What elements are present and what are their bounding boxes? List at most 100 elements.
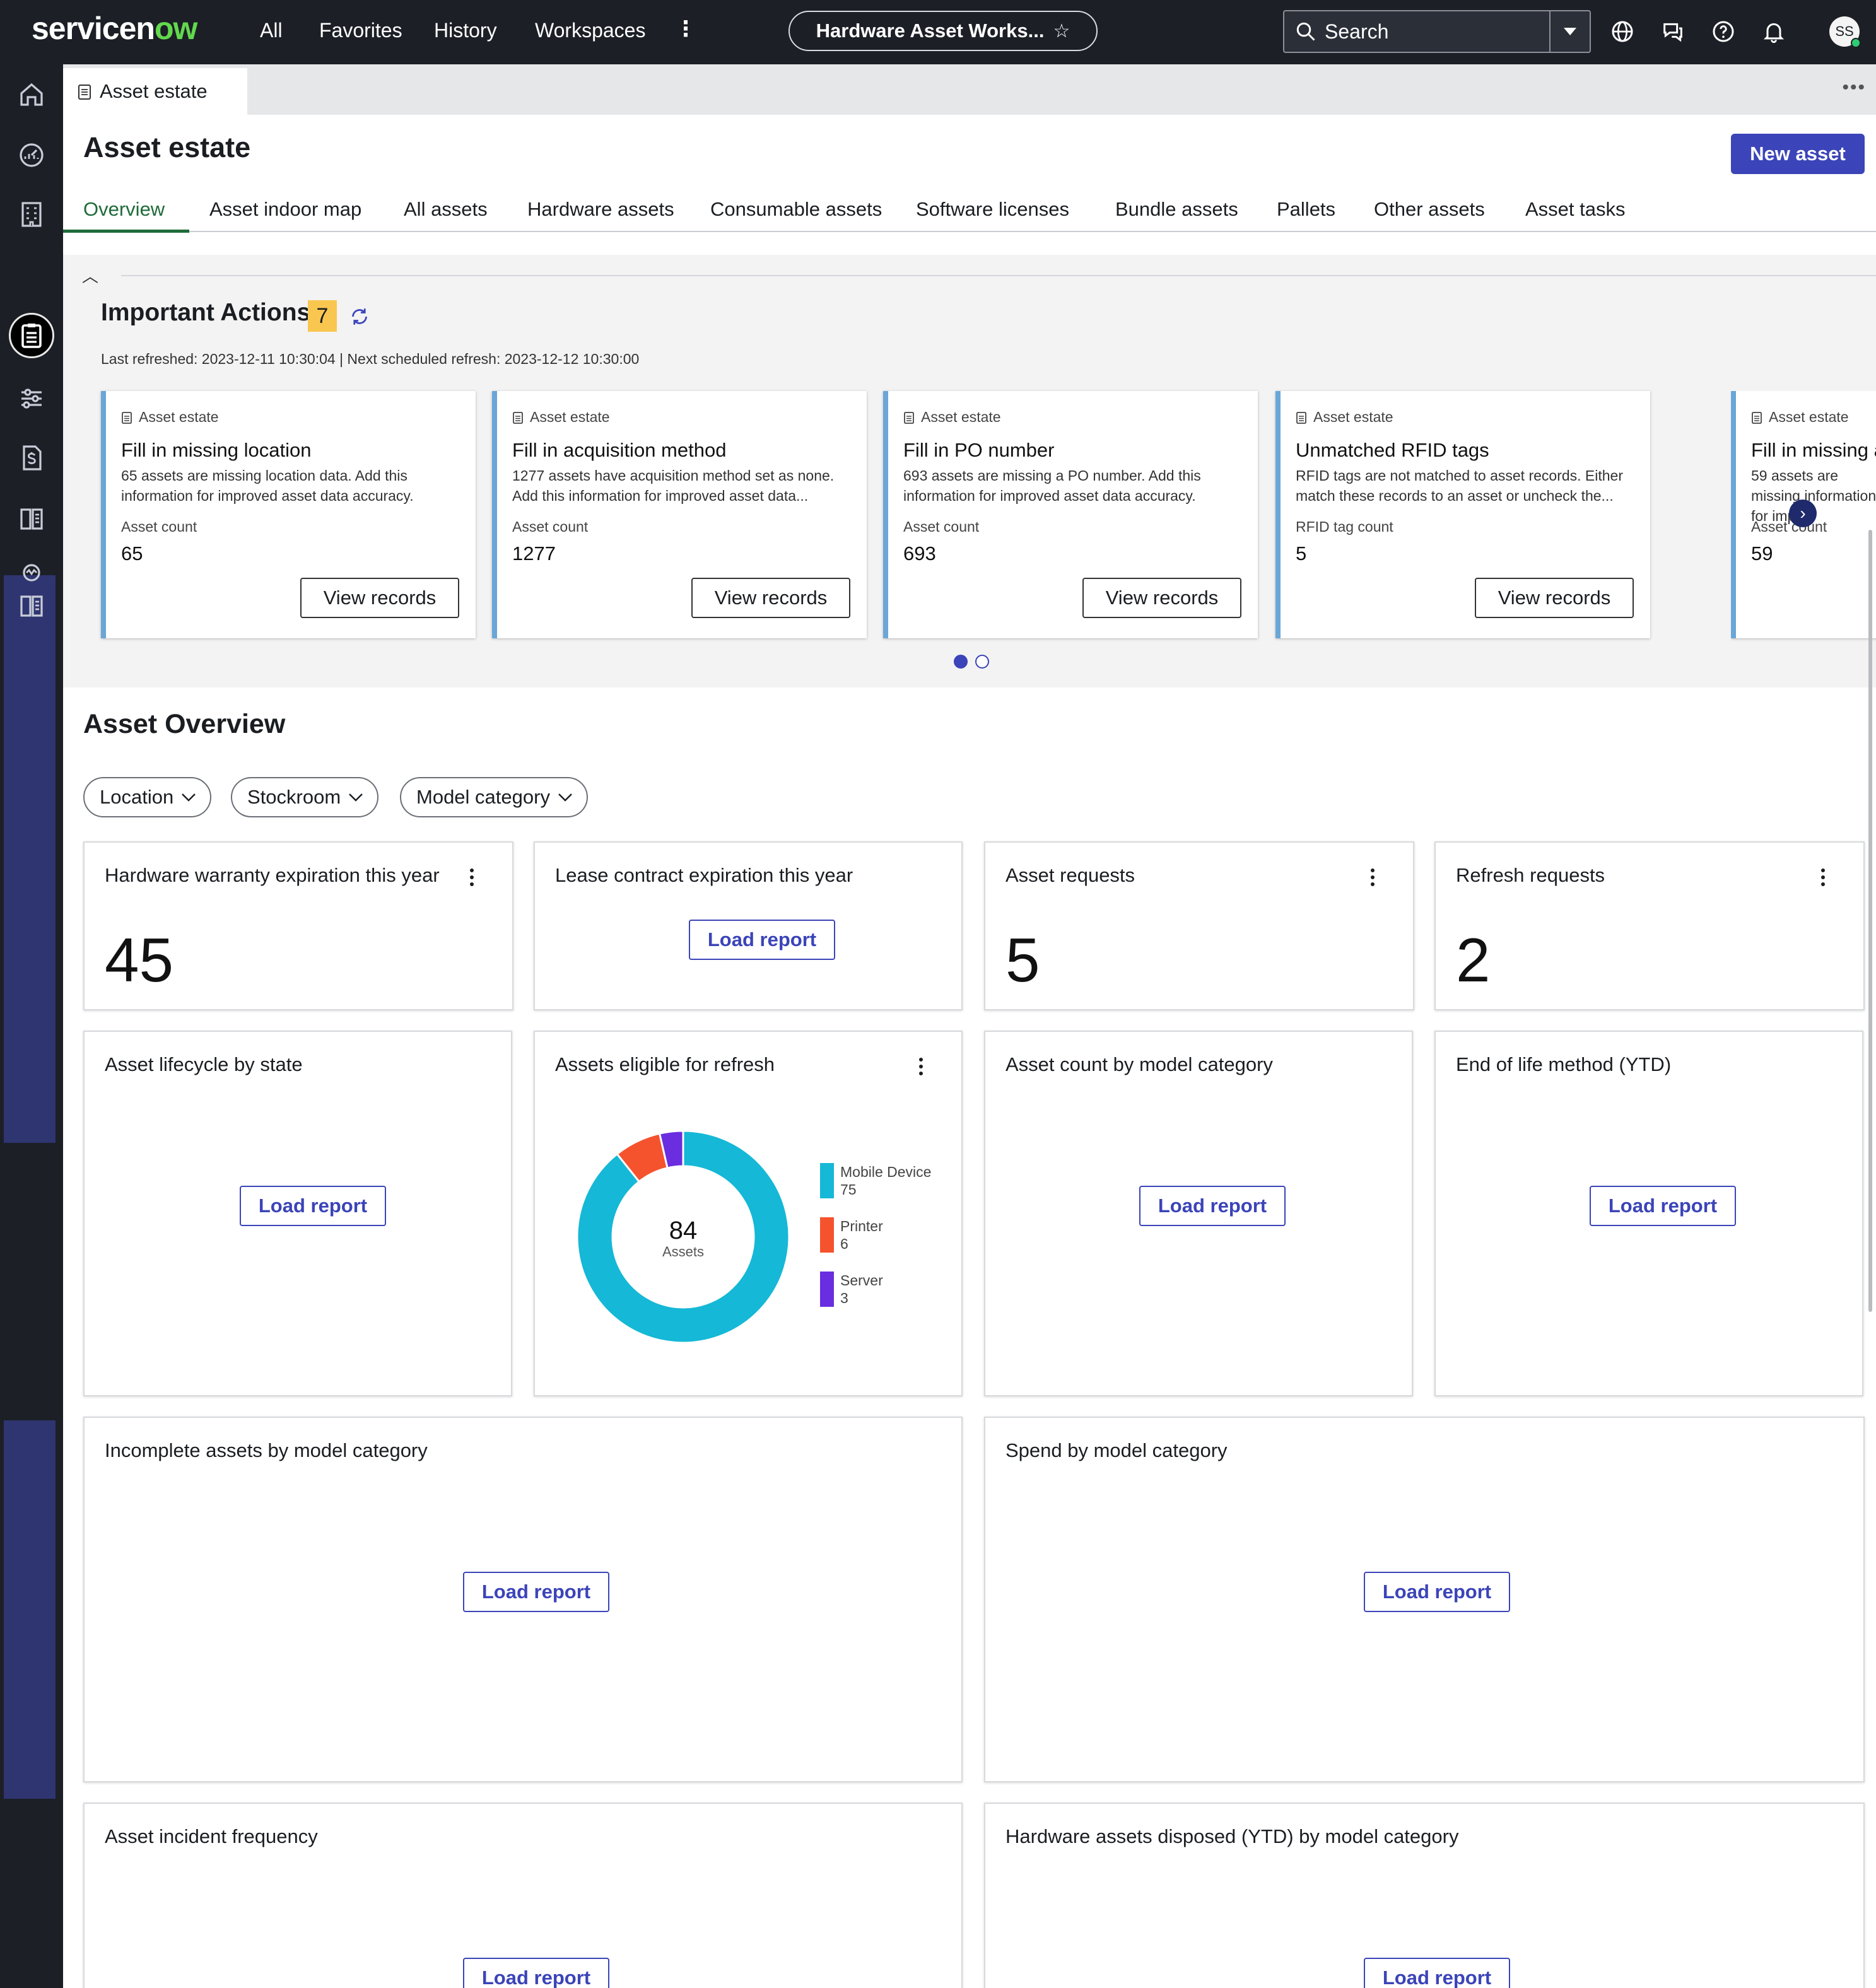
load-report-button[interactable]: Load report [240,1186,386,1226]
card-source: Asset estate [903,409,1001,426]
kebab-menu-icon[interactable] [1370,868,1375,887]
card-title: Fill in missing location [121,439,312,461]
collapse-chevron-up-icon[interactable]: ︿ [82,267,99,286]
new-asset-button[interactable]: New asset [1731,134,1865,174]
carousel-page-dot[interactable] [975,655,989,669]
refresh-icon[interactable] [348,305,371,328]
subtab-overview[interactable]: Overview [83,198,165,220]
kebab-menu-icon[interactable] [1820,868,1826,887]
tile-asset-requests: Asset requests 5 [984,841,1414,1010]
view-records-button[interactable]: View records [300,578,459,618]
carousel-page-dot-active[interactable] [954,655,968,669]
nav-all[interactable]: All [260,19,283,42]
card-description: 1277 assets have acquisition method set … [512,467,835,504]
favorite-star-icon[interactable]: ☆ [1053,20,1070,42]
dollar-document-icon[interactable] [16,443,47,473]
kebab-menu-icon[interactable] [469,868,474,887]
tile-asset-incident-frequency: Asset incident frequency Load report [83,1803,963,1988]
tile-title: Incomplete assets by model category [105,1439,428,1461]
bell-icon[interactable] [1761,19,1786,44]
tile-value: 45 [105,925,174,995]
report-book-icon[interactable] [16,590,47,621]
more-options-icon[interactable]: ••• [1842,77,1866,98]
tile-hardware-warranty: Hardware warranty expiration this year 4… [83,841,513,1010]
card-count-label: Asset count [512,518,589,535]
report-book-icon[interactable] [16,503,47,534]
rail-accent [4,1420,56,1799]
load-report-button[interactable]: Load report [1139,1186,1286,1226]
legend-value: 75 [840,1181,857,1198]
subtab-software-licenses[interactable]: Software licenses [916,198,1069,220]
action-card: Asset estate Unmatched RFID tags RFID ta… [1275,391,1650,638]
tile-asset-lifecycle: Asset lifecycle by state Load report [83,1031,512,1396]
search-input[interactable] [1325,16,1514,47]
donut-slice-mobile-device[interactable] [576,1130,790,1344]
filter-location[interactable]: Location [83,777,212,817]
subtab-bundle-assets[interactable]: Bundle assets [1115,198,1238,220]
donut-slice-server[interactable] [658,1130,684,1169]
load-report-button[interactable]: Load report [463,1572,609,1612]
search-scope-dropdown[interactable] [1549,11,1590,52]
load-report-button[interactable]: Load report [689,920,835,960]
card-description: RFID tags are not matched to asset recor… [1296,467,1624,504]
subtab-asset-indoor-map[interactable]: Asset indoor map [209,198,362,220]
filter-stockroom[interactable]: Stockroom [231,777,379,817]
nav-favorites[interactable]: Favorites [319,19,402,42]
view-records-button[interactable]: View records [1475,578,1634,618]
clipboard-list-icon[interactable] [16,320,47,351]
chat-icon[interactable] [1660,19,1685,44]
carousel-next-chevron-icon[interactable]: › [1789,500,1817,527]
workspace-pill[interactable]: Hardware Asset Works... ☆ [789,11,1098,51]
legend-item-server[interactable]: Server 3 [820,1272,883,1307]
home-icon[interactable] [16,79,47,110]
nav-workspaces[interactable]: Workspaces [535,19,646,42]
subtab-hardware-assets[interactable]: Hardware assets [527,198,674,220]
card-count-value: 5 [1296,542,1307,564]
help-icon[interactable] [1711,19,1736,44]
sliders-icon[interactable] [16,383,47,414]
subtab-asset-tasks[interactable]: Asset tasks [1525,198,1626,220]
card-count-label: Asset count [1751,518,1827,535]
globe-icon[interactable] [1610,19,1635,44]
legend-item-printer[interactable]: Printer 6 [820,1217,883,1253]
important-actions-count-badge: 7 [308,300,337,332]
page-scrollbar[interactable] [1868,530,1872,1312]
load-report-button[interactable]: Load report [1364,1572,1510,1612]
donut-center-value: 84 [669,1217,698,1244]
subtab-pallets[interactable]: Pallets [1277,198,1336,220]
subtab-consumable-assets[interactable]: Consumable assets [710,198,882,220]
subtab-other-assets[interactable]: Other assets [1374,198,1485,220]
tile-asset-count-by-model: Asset count by model category Load repor… [984,1031,1413,1396]
active-tab-underline [63,230,189,233]
card-count-value: 59 [1751,542,1773,564]
nav-history[interactable]: History [434,19,497,42]
asset-overview-title: Asset Overview [83,709,286,739]
tile-title: Spend by model category [1005,1439,1228,1461]
tile-lease-contract: Lease contract expiration this year Load… [534,841,963,1010]
dashboard-gauge-icon[interactable] [16,139,47,169]
tile-title: Hardware warranty expiration this year [105,864,440,886]
donut-center-label: Assets [662,1244,704,1260]
legend-swatch [820,1272,834,1307]
load-report-button[interactable]: Load report [463,1958,609,1988]
user-avatar[interactable]: SS [1829,16,1861,48]
clipboard-icon [1752,411,1762,424]
analytics-book-icon[interactable] [16,561,47,592]
servicenow-logo[interactable]: servicenow [32,11,197,46]
load-report-button[interactable]: Load report [1364,1958,1510,1988]
refresh-info: Last refreshed: 2023-12-11 10:30:04 | Ne… [101,351,640,367]
chevron-down-icon [558,793,572,802]
nav-more-icon[interactable]: ⋮ [675,17,696,41]
card-count-value: 1277 [512,542,556,564]
tile-title: Lease contract expiration this year [555,864,853,886]
building-icon[interactable] [16,199,47,230]
tab-asset-estate[interactable]: Asset estate [63,68,247,115]
filter-model-category[interactable]: Model category [400,777,588,817]
subtab-all-assets[interactable]: All assets [404,198,488,220]
card-title: Fill in missing as [1751,439,1876,461]
load-report-button[interactable]: Load report [1590,1186,1736,1226]
view-records-button[interactable]: View records [691,578,850,618]
kebab-menu-icon[interactable] [918,1057,923,1076]
legend-item-mobile-device[interactable]: Mobile Device 75 [820,1163,931,1198]
view-records-button[interactable]: View records [1082,578,1241,618]
